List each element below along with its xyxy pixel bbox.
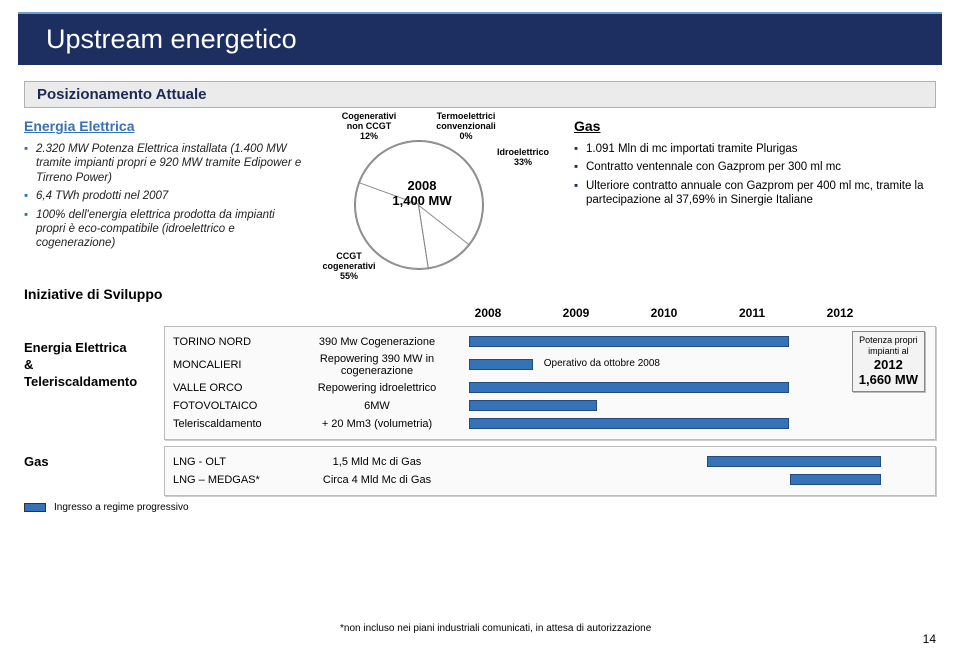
pie-center-line2: 1,400 MW [392, 193, 451, 208]
pie-label-pct: 0% [459, 131, 472, 141]
list-item: Contratto ventennale con Gazprom per 300… [574, 158, 936, 176]
top-row: Energia Elettrica 2.320 MW Potenza Elett… [24, 118, 936, 278]
proj-row-desc: 1,5 Mld Mc di Gas [293, 456, 461, 468]
pie-label-pct: 33% [514, 157, 532, 167]
potenza-text: impianti al [868, 346, 909, 356]
gantt-bar [469, 400, 597, 411]
pie-label-text: convenzionali [436, 121, 496, 131]
list-item: 100% dell'energia elettrica prodotta da … [24, 206, 304, 253]
list-item: Ulteriore contratto annuale con Gazprom … [574, 177, 936, 210]
gantt-area [469, 455, 927, 469]
pie-slice-label: Termoelettrici convenzionali 0% [426, 112, 506, 142]
gantt-area [469, 335, 825, 349]
proj-row-desc: Repowering 390 MW in cogenerazione [293, 353, 461, 377]
legend-text: Ingresso a regime progressivo [54, 502, 189, 513]
proj-energia-section: Energia Elettrica & Teleriscaldamento Po… [24, 326, 936, 440]
pie-chart: 2008 1,400 MW CCGT cogenerativi 55% Coge… [314, 118, 564, 278]
gantt-note: Operativo da ottobre 2008 [544, 358, 660, 369]
potenza-year: 2012 [874, 357, 903, 372]
proj-title-text: & [24, 357, 33, 372]
proj-row-name: MONCALIERI [173, 359, 285, 371]
timeline-year: 2009 [532, 306, 620, 320]
potenza-value: 1,660 MW [859, 372, 918, 387]
pie-label-text: Idroelettrico [497, 147, 549, 157]
gas-heading: Gas [574, 118, 936, 134]
proj-row-name: LNG – MEDGAS* [173, 474, 285, 486]
pie-slice-label: CCGT cogenerativi 55% [314, 252, 384, 282]
timeline-spacer [24, 306, 444, 320]
gantt-area [469, 417, 825, 431]
pie-center-line1: 2008 [408, 178, 437, 193]
gas-col: Gas 1.091 Mln di mc importati tramite Pl… [574, 118, 936, 278]
legend-swatch [24, 503, 46, 512]
gantt-bar [707, 456, 881, 467]
gantt-bar [469, 418, 789, 429]
proj-row-name: TORINO NORD [173, 336, 285, 348]
pie-label-text: Termoelettrici [437, 111, 496, 121]
pie-label-pct: 55% [340, 271, 358, 281]
gantt-bar [790, 474, 882, 485]
proj-row-desc: Circa 4 Mld Mc di Gas [293, 474, 461, 486]
proj-row-desc: Repowering idroelettrico [293, 382, 461, 394]
gantt-area [469, 473, 927, 487]
proj-gas-body: LNG - OLT 1,5 Mld Mc di Gas LNG – MEDGAS* C… [164, 446, 936, 496]
energia-col: Energia Elettrica 2.320 MW Potenza Elett… [24, 118, 304, 278]
pie-slice-label: Cogenerativi non CCGT 12% [334, 112, 404, 142]
pie-label-text: Cogenerativi [342, 111, 397, 121]
proj-row: MONCALIERI Repowering 390 MW in cogeneraz… [173, 351, 825, 379]
proj-row-name: LNG - OLT [173, 456, 285, 468]
list-item: 6,4 TWh prodotti nel 2007 [24, 187, 304, 205]
potenza-box: Potenza propri impianti al 2012 1,660 MW [852, 331, 925, 392]
proj-row: LNG – MEDGAS* Circa 4 Mld Mc di Gas [173, 471, 927, 489]
gantt-bar [469, 382, 789, 393]
iniziative-heading: Iniziative di Sviluppo [24, 286, 936, 302]
timeline-header: 2008 2009 2010 2011 2012 [24, 306, 936, 320]
legend: Ingresso a regime progressivo [24, 502, 936, 513]
proj-row-desc: + 20 Mm3 (volumetria) [293, 418, 461, 430]
potenza-text: Potenza propri [859, 335, 918, 345]
proj-row: FOTOVOLTAICO 6MW [173, 397, 825, 415]
section-heading: Posizionamento Attuale [24, 81, 936, 108]
gantt-area [469, 381, 825, 395]
gantt-area [469, 399, 825, 413]
proj-title-text: Teleriscaldamento [24, 374, 137, 389]
proj-row: VALLE ORCO Repowering idroelettrico [173, 379, 825, 397]
proj-gas-section: Gas LNG - OLT 1,5 Mld Mc di Gas LNG – MEDG… [24, 446, 936, 496]
proj-row-name: FOTOVOLTAICO [173, 400, 285, 412]
pie-chart-col: 2008 1,400 MW CCGT cogenerativi 55% Coge… [314, 118, 564, 278]
proj-energia-body: Potenza propri impianti al 2012 1,660 MW… [164, 326, 936, 440]
timeline-year: 2010 [620, 306, 708, 320]
pie-label-text: cogenerativi [322, 261, 375, 271]
pie-slice-label: Idroelettrico 33% [488, 148, 558, 168]
pie-label-text: non CCGT [347, 121, 392, 131]
gantt-area: Operativo da ottobre 2008 [469, 358, 825, 372]
energia-bullets: 2.320 MW Potenza Elettrica installata (1… [24, 140, 304, 253]
proj-title-text: Energia Elettrica [24, 340, 127, 355]
proj-row: TORINO NORD 390 Mw Cogenerazione [173, 333, 825, 351]
list-item: 2.320 MW Potenza Elettrica installata (1… [24, 140, 304, 187]
proj-row-name: Teleriscaldamento [173, 418, 285, 430]
pie-label-text: CCGT [336, 251, 362, 261]
gantt-bar [469, 359, 533, 370]
pie-center-label: 2008 1,400 MW [382, 178, 462, 208]
page-title: Upstream energetico [18, 12, 942, 65]
page-number: 14 [923, 632, 936, 646]
footnote: *non incluso nei piani industriali comun… [340, 623, 651, 634]
proj-row-desc: 6MW [293, 400, 461, 412]
proj-row: LNG - OLT 1,5 Mld Mc di Gas [173, 453, 927, 471]
pie-label-pct: 12% [360, 131, 378, 141]
timeline-year: 2008 [444, 306, 532, 320]
proj-row-desc: 390 Mw Cogenerazione [293, 336, 461, 348]
proj-row-name: VALLE ORCO [173, 382, 285, 394]
proj-gas-title: Gas [24, 446, 154, 471]
proj-energia-title: Energia Elettrica & Teleriscaldamento [24, 326, 154, 391]
gas-bullets: 1.091 Mln di mc importati tramite Plurig… [574, 140, 936, 210]
gantt-bar [469, 336, 789, 347]
timeline-year: 2011 [708, 306, 796, 320]
proj-row: Teleriscaldamento + 20 Mm3 (volumetria) [173, 415, 825, 433]
list-item: 1.091 Mln di mc importati tramite Plurig… [574, 140, 936, 158]
timeline-year: 2012 [796, 306, 884, 320]
energia-heading: Energia Elettrica [24, 118, 304, 134]
